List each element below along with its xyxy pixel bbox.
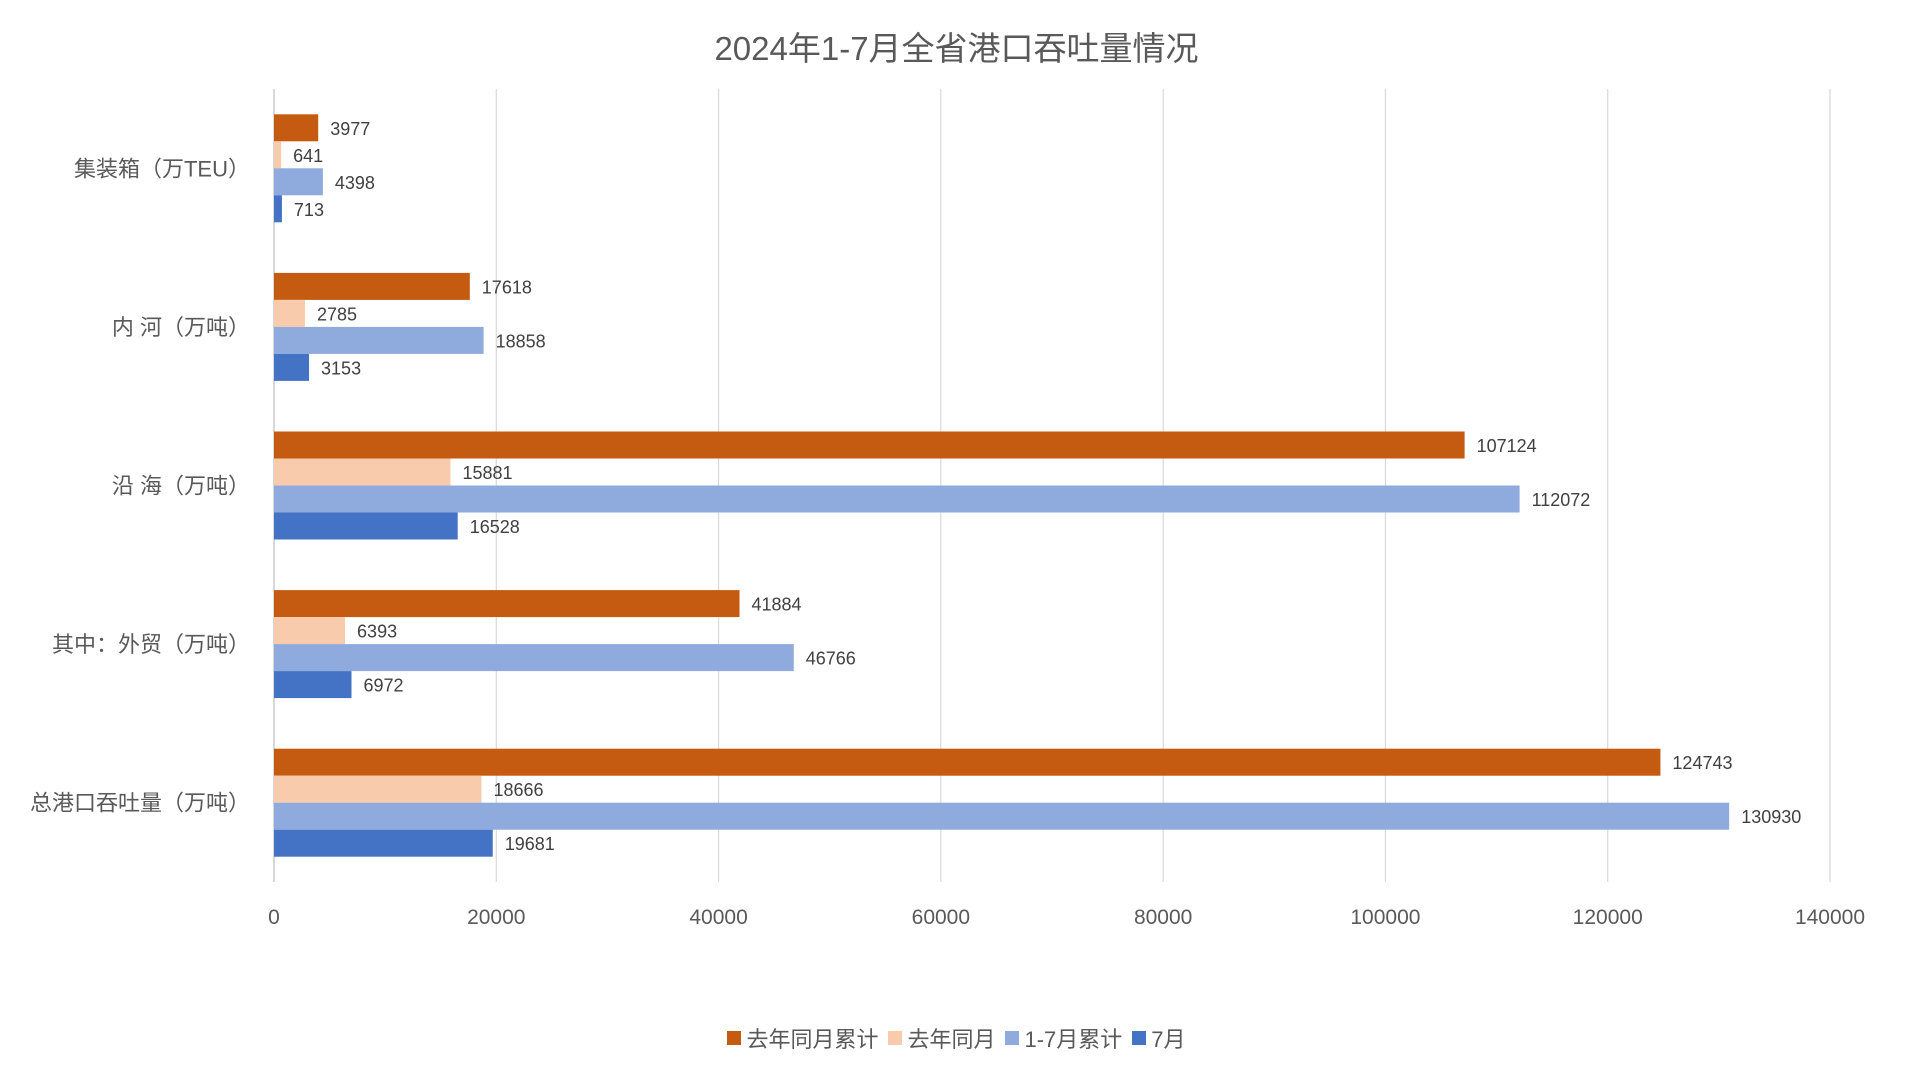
legend-swatch — [1005, 1031, 1020, 1045]
bar — [274, 644, 794, 672]
legend-item: 7月 — [1132, 1022, 1186, 1054]
legend-label: 去年同月 — [907, 1027, 996, 1052]
bar — [274, 485, 1520, 513]
bar — [274, 775, 482, 803]
bar — [274, 802, 1730, 830]
x-tick-label: 120000 — [1573, 906, 1643, 929]
legend-label: 1-7月累计 — [1024, 1027, 1123, 1052]
data-label: 112072 — [1532, 490, 1591, 510]
legend-label: 去年同月累计 — [746, 1027, 879, 1052]
legend-label: 7月 — [1151, 1027, 1186, 1052]
data-label: 18858 — [496, 331, 546, 351]
bar — [274, 512, 458, 540]
data-label: 17618 — [482, 277, 532, 297]
x-tick-label: 80000 — [1134, 906, 1192, 929]
x-tick-label: 20000 — [467, 906, 525, 929]
legend-swatch — [888, 1031, 903, 1045]
x-tick-label: 40000 — [689, 906, 747, 929]
bar — [274, 617, 346, 645]
category-label: 其中：外贸（万吨） — [52, 632, 250, 657]
data-label: 2785 — [317, 304, 357, 324]
bar — [274, 829, 493, 857]
legend: 去年同月累计 去年同月 1-7月累计 7月 — [0, 1022, 1913, 1054]
legend-swatch — [727, 1031, 742, 1045]
data-label: 6972 — [363, 676, 403, 696]
data-label: 641 — [293, 146, 323, 166]
x-tick-label: 60000 — [912, 906, 970, 929]
category-label: 内 河（万吨） — [112, 315, 250, 340]
bar — [274, 748, 1661, 776]
x-tick-label: 140000 — [1795, 906, 1865, 929]
category-label: 总港口吞吐量（万吨） — [30, 791, 250, 816]
data-label: 107124 — [1477, 436, 1537, 456]
data-label: 46766 — [806, 649, 856, 669]
data-label: 3977 — [330, 119, 370, 139]
data-label: 41884 — [752, 595, 802, 615]
data-label: 18666 — [493, 780, 543, 800]
data-label: 16528 — [470, 517, 520, 537]
bar — [274, 431, 1465, 459]
bar — [274, 353, 310, 381]
x-tick-label: 0 — [268, 906, 280, 929]
bar — [274, 458, 451, 486]
bar — [274, 326, 484, 354]
data-label: 130930 — [1741, 807, 1801, 827]
bar — [274, 114, 319, 142]
data-label: 15881 — [463, 463, 513, 483]
bar — [274, 590, 740, 618]
legend-item: 去年同月 — [888, 1022, 995, 1054]
bar — [274, 299, 305, 327]
x-tick-label: 100000 — [1350, 906, 1420, 929]
bar — [274, 671, 352, 699]
data-label: 19681 — [505, 834, 555, 854]
bar — [274, 272, 470, 300]
data-label: 4398 — [335, 173, 375, 193]
data-label: 124743 — [1672, 753, 1732, 773]
category-label: 集装箱（万TEU） — [74, 156, 250, 181]
chart-title: 2024年1-7月全省港口吞吐量情况 — [714, 30, 1199, 67]
category-label: 沿 海（万吨） — [112, 474, 250, 499]
legend-swatch — [1132, 1031, 1147, 1045]
data-label: 713 — [294, 200, 324, 220]
data-label: 6393 — [357, 622, 397, 642]
legend-item: 1-7月累计 — [1005, 1022, 1122, 1054]
bar — [274, 141, 282, 169]
data-label: 3153 — [321, 358, 361, 378]
bar — [274, 168, 323, 196]
bar — [274, 195, 282, 223]
legend-item: 去年同月累计 — [727, 1022, 878, 1054]
